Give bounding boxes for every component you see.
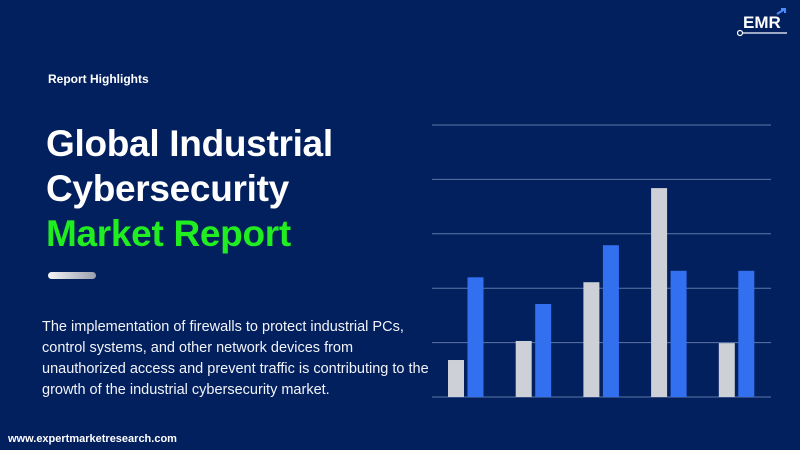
bar-series-blue-5 (738, 270, 755, 397)
bar-series-grey-5 (718, 343, 735, 397)
svg-text:EMR: EMR (743, 13, 781, 32)
bar-series-grey-1 (448, 360, 464, 397)
report-highlights-label: Report Highlights (48, 72, 149, 86)
bar-series-blue-3 (602, 245, 619, 397)
description: The implementation of firewalls to prote… (42, 319, 429, 398)
title-line-2: Cybersecurity (46, 168, 289, 209)
title-line-1: Global Industrial (46, 123, 333, 164)
website-url: www.expertmarketresearch.com (8, 433, 177, 445)
bar-series-grey-2 (515, 340, 532, 397)
bar-series-blue-1 (467, 277, 484, 397)
emr-logo: EMR (737, 8, 787, 37)
page-title: Global Industrial Cybersecurity Market R… (46, 121, 333, 256)
bar-series-grey-4 (651, 188, 668, 397)
bar-series-blue-2 (535, 303, 552, 397)
title-line-3: Market Report (46, 213, 291, 254)
bar-series-grey-3 (583, 282, 600, 397)
bar-series-blue-4 (670, 270, 687, 397)
decorative-pill (48, 272, 96, 279)
